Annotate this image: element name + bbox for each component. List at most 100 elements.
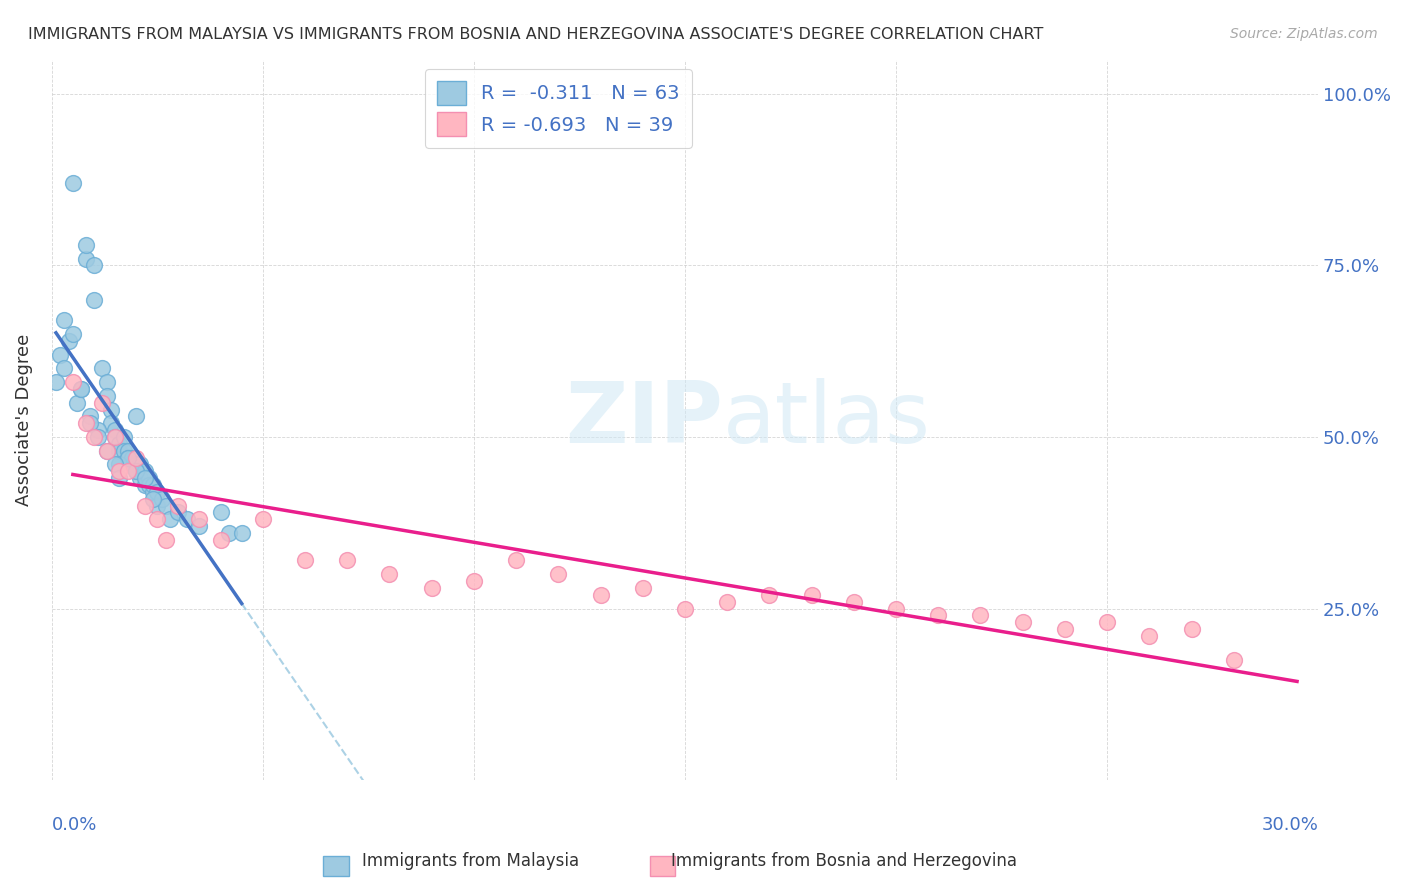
Point xyxy=(117,443,139,458)
Text: ZIP: ZIP xyxy=(565,378,723,461)
Point xyxy=(125,458,148,472)
Point xyxy=(1053,622,1076,636)
Point xyxy=(104,423,127,437)
Point xyxy=(150,491,173,506)
Point xyxy=(87,423,110,437)
Y-axis label: Associate's Degree: Associate's Degree xyxy=(15,334,32,506)
Point xyxy=(800,588,823,602)
Point xyxy=(146,484,169,499)
Point xyxy=(53,361,76,376)
Point xyxy=(104,430,127,444)
Point xyxy=(142,478,165,492)
Point xyxy=(121,450,143,465)
Point xyxy=(100,417,122,431)
Text: 0.0%: 0.0% xyxy=(52,816,97,834)
Point xyxy=(146,499,169,513)
Text: Immigrants from Bosnia and Herzegovina: Immigrants from Bosnia and Herzegovina xyxy=(671,852,1017,870)
Point xyxy=(104,430,127,444)
Point xyxy=(66,395,89,409)
Point xyxy=(112,430,135,444)
Point xyxy=(112,443,135,458)
Point xyxy=(62,176,84,190)
Point xyxy=(121,458,143,472)
Point xyxy=(79,417,101,431)
Point xyxy=(167,506,190,520)
Point xyxy=(884,601,907,615)
Point xyxy=(125,409,148,424)
Point xyxy=(100,402,122,417)
Bar xyxy=(650,856,675,876)
Point xyxy=(146,512,169,526)
Point xyxy=(91,395,114,409)
Point xyxy=(1095,615,1118,630)
Point xyxy=(70,382,93,396)
Point xyxy=(108,443,131,458)
Point xyxy=(167,499,190,513)
Point xyxy=(188,519,211,533)
Point xyxy=(96,389,118,403)
Point xyxy=(138,478,160,492)
Point xyxy=(91,361,114,376)
Point xyxy=(58,334,80,348)
Point xyxy=(631,581,654,595)
Point xyxy=(138,471,160,485)
Point xyxy=(420,581,443,595)
Point xyxy=(505,553,527,567)
Point xyxy=(108,458,131,472)
Point xyxy=(142,491,165,506)
Point xyxy=(716,595,738,609)
Point xyxy=(62,375,84,389)
Point xyxy=(1011,615,1033,630)
Point xyxy=(294,553,316,567)
Point xyxy=(209,506,232,520)
Point xyxy=(842,595,865,609)
Point xyxy=(62,327,84,342)
Point xyxy=(134,471,156,485)
Text: 30.0%: 30.0% xyxy=(1261,816,1319,834)
Point xyxy=(1137,629,1160,643)
Point xyxy=(87,430,110,444)
Point xyxy=(125,464,148,478)
Point xyxy=(75,252,97,266)
Point xyxy=(969,608,991,623)
Point xyxy=(134,464,156,478)
Point xyxy=(83,430,105,444)
Point xyxy=(108,437,131,451)
Point xyxy=(83,259,105,273)
Point xyxy=(927,608,949,623)
Point xyxy=(96,443,118,458)
Point xyxy=(1222,653,1244,667)
Point xyxy=(125,464,148,478)
Text: Immigrants from Malaysia: Immigrants from Malaysia xyxy=(363,852,579,870)
Point xyxy=(155,499,177,513)
Point xyxy=(134,478,156,492)
Point xyxy=(378,567,401,582)
Point xyxy=(463,574,485,588)
Point xyxy=(96,375,118,389)
Point xyxy=(129,471,152,485)
Point xyxy=(117,450,139,465)
Point xyxy=(96,443,118,458)
Point xyxy=(45,375,67,389)
Point xyxy=(108,471,131,485)
Point xyxy=(70,382,93,396)
Text: IMMIGRANTS FROM MALAYSIA VS IMMIGRANTS FROM BOSNIA AND HERZEGOVINA ASSOCIATE'S D: IMMIGRANTS FROM MALAYSIA VS IMMIGRANTS F… xyxy=(28,27,1043,42)
Point xyxy=(159,512,181,526)
Point xyxy=(104,458,127,472)
Point xyxy=(547,567,569,582)
Point xyxy=(1180,622,1202,636)
Point xyxy=(125,450,148,465)
Text: atlas: atlas xyxy=(723,378,931,461)
Point xyxy=(134,499,156,513)
Point xyxy=(53,313,76,327)
Point xyxy=(79,409,101,424)
Legend: R =  -0.311   N = 63, R = -0.693   N = 39: R = -0.311 N = 63, R = -0.693 N = 39 xyxy=(425,70,692,148)
Point xyxy=(142,484,165,499)
Point xyxy=(218,526,240,541)
Point xyxy=(252,512,274,526)
Point xyxy=(117,450,139,465)
Point xyxy=(188,512,211,526)
Point xyxy=(758,588,780,602)
Point xyxy=(209,533,232,547)
Point xyxy=(83,293,105,307)
